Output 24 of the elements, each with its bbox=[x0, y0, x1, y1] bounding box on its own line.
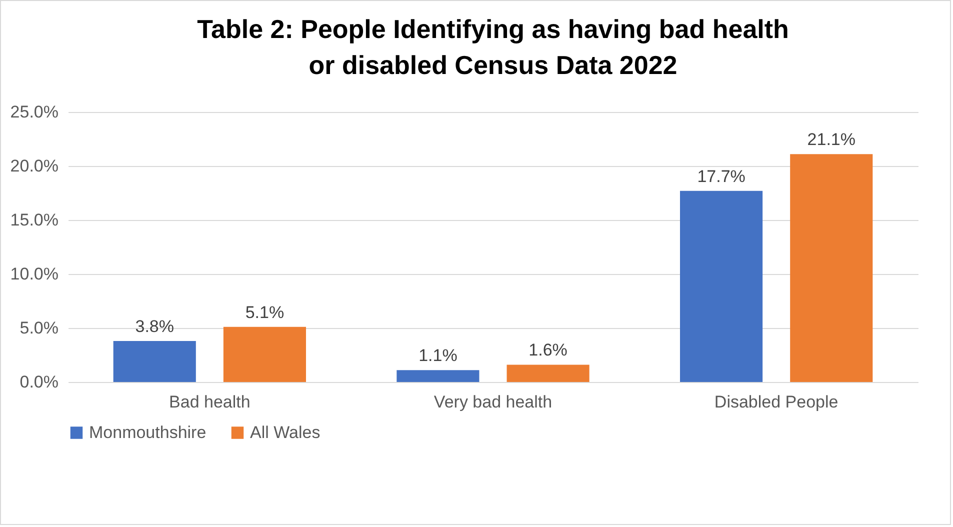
bar bbox=[790, 154, 873, 382]
chart-title: Table 2: People Identifying as having bad health or disabled Census Data 2022 bbox=[197, 14, 789, 80]
data-label: 3.8% bbox=[135, 316, 174, 336]
bar bbox=[506, 364, 590, 382]
x-tick-label: Disabled People bbox=[714, 392, 838, 412]
legend-label: Monmouthshire bbox=[89, 422, 206, 442]
data-label: 1.1% bbox=[418, 346, 458, 366]
x-tick-label: Very bad health bbox=[434, 392, 552, 412]
y-tick-label: 0.0% bbox=[20, 372, 58, 392]
y-tick-label: 5.0% bbox=[20, 318, 58, 338]
legend-label: All Wales bbox=[250, 422, 320, 442]
data-label: 5.1% bbox=[245, 302, 284, 322]
data-label: 21.1% bbox=[807, 130, 856, 150]
bar bbox=[680, 190, 763, 382]
y-tick-label: 15.0% bbox=[10, 210, 58, 230]
data-label: 17.7% bbox=[697, 166, 746, 186]
y-tick-label: 20.0% bbox=[10, 156, 58, 176]
bar bbox=[396, 370, 480, 382]
y-tick-label: 25.0% bbox=[10, 102, 58, 122]
x-tick-label: Bad health bbox=[169, 392, 250, 412]
bar bbox=[113, 340, 196, 382]
bar bbox=[223, 326, 306, 382]
data-label: 1.6% bbox=[528, 340, 568, 360]
y-tick-label: 10.0% bbox=[10, 264, 58, 284]
